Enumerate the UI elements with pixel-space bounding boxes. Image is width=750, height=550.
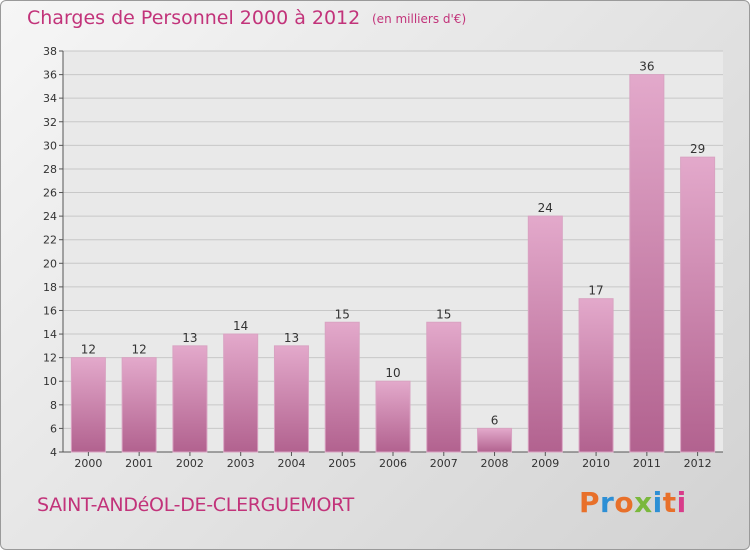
x-tick-label: 2002	[176, 457, 204, 470]
bar	[70, 357, 106, 453]
x-tick-label: 2005	[328, 457, 356, 470]
data-label: 12	[132, 343, 147, 357]
bar	[680, 156, 716, 453]
y-tick-label: 22	[43, 234, 57, 247]
y-tick-label: 4	[50, 446, 57, 459]
logo-letter: i	[676, 486, 687, 519]
y-tick-label: 10	[43, 375, 57, 388]
bar	[324, 321, 360, 453]
x-tick-label: 2000	[74, 457, 102, 470]
y-tick-label: 16	[43, 304, 57, 317]
y-tick-label: 18	[43, 281, 57, 294]
bar	[121, 357, 157, 453]
data-label: 15	[335, 307, 350, 321]
logo-letter: P	[579, 486, 601, 519]
y-tick-label: 8	[50, 399, 57, 412]
y-tick-label: 34	[43, 92, 57, 105]
data-label: 17	[588, 284, 603, 298]
town-name: SAINT-ANDéOL-DE-CLERGUEMORT	[37, 494, 354, 516]
logo-letter: r	[600, 486, 615, 519]
bar	[578, 298, 614, 453]
data-label: 13	[182, 331, 197, 345]
logo-letter: i	[652, 486, 663, 519]
bar	[273, 345, 309, 453]
y-tick-label: 20	[43, 257, 57, 270]
bar	[426, 321, 462, 453]
logo-letter: t	[662, 486, 677, 519]
data-label: 6	[491, 413, 499, 427]
x-tick-label: 2001	[125, 457, 153, 470]
bar	[223, 333, 259, 453]
x-tick-label: 2011	[633, 457, 661, 470]
y-tick-label: 36	[43, 69, 57, 82]
y-tick-label: 12	[43, 352, 57, 365]
x-tick-label: 2007	[430, 457, 458, 470]
data-label: 10	[385, 366, 400, 380]
bar	[629, 74, 665, 453]
data-label: 36	[639, 60, 654, 74]
data-label: 29	[690, 142, 705, 156]
x-tick-label: 2009	[531, 457, 559, 470]
y-tick-label: 14	[43, 328, 57, 341]
proxiti-logo: Proxiti	[579, 486, 687, 519]
y-tick-label: 6	[50, 422, 57, 435]
x-tick-label: 2010	[582, 457, 610, 470]
y-tick-label: 38	[43, 45, 57, 58]
data-label: 24	[538, 201, 553, 215]
y-tick-label: 28	[43, 163, 57, 176]
x-tick-label: 2006	[379, 457, 407, 470]
data-label: 14	[233, 319, 248, 333]
bar	[172, 345, 208, 453]
x-tick-label: 2004	[277, 457, 305, 470]
bar	[527, 215, 563, 453]
x-tick-label: 2003	[227, 457, 255, 470]
bar	[477, 427, 513, 453]
logo-letter: o	[614, 486, 635, 519]
bar	[375, 380, 411, 453]
chart-subtitle: (en milliers d'€)	[372, 12, 467, 26]
y-tick-label: 24	[43, 210, 57, 223]
chart-title: Charges de Personnel 2000 à 2012	[27, 7, 361, 29]
logo-letter: x	[634, 486, 653, 519]
y-tick-label: 26	[43, 187, 57, 200]
x-tick-label: 2012	[684, 457, 712, 470]
data-label: 13	[284, 331, 299, 345]
data-label: 12	[81, 343, 96, 357]
y-tick-label: 32	[43, 116, 57, 129]
y-tick-label: 30	[43, 139, 57, 152]
x-tick-label: 2008	[481, 457, 509, 470]
data-label: 15	[436, 307, 451, 321]
